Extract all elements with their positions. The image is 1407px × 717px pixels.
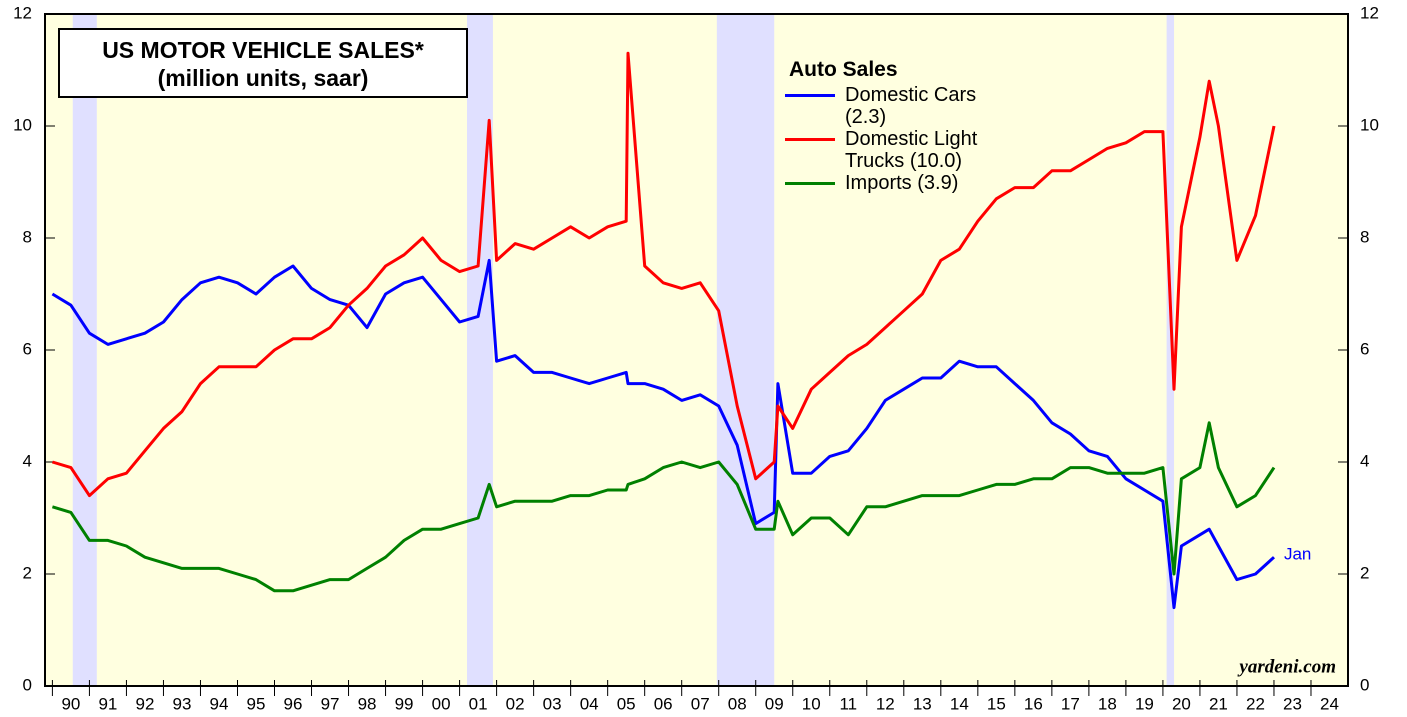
x-tick-label: 97 bbox=[321, 694, 340, 713]
legend-label: Domestic Cars (2.3) bbox=[845, 84, 977, 128]
x-tick-label: 94 bbox=[210, 694, 229, 713]
recession-band bbox=[466, 14, 493, 686]
y-tick-label: 8 bbox=[23, 227, 32, 246]
x-tick-label: 13 bbox=[913, 694, 932, 713]
plot-background bbox=[45, 14, 1348, 686]
source: yardeni.com bbox=[1237, 656, 1336, 677]
y-tick-label: 0 bbox=[23, 675, 32, 694]
legend-swatch bbox=[785, 138, 835, 141]
x-tick-label: 90 bbox=[61, 694, 80, 713]
recession-band bbox=[1166, 14, 1175, 686]
annotation: Jan bbox=[1284, 545, 1311, 564]
x-tick-label: 91 bbox=[98, 694, 117, 713]
y-tick-label: 4 bbox=[23, 451, 32, 470]
legend-item: Imports (3.9) bbox=[785, 172, 1025, 194]
y-tick-label: 12 bbox=[13, 3, 32, 22]
y2-tick-label: 8 bbox=[1360, 227, 1369, 246]
x-tick-label: 98 bbox=[358, 694, 377, 713]
legend: Auto Sales Domestic Cars (2.3) Domestic L… bbox=[785, 58, 1025, 194]
x-tick-label: 19 bbox=[1135, 694, 1154, 713]
x-tick-label: 15 bbox=[987, 694, 1006, 713]
y2-tick-label: 0 bbox=[1360, 675, 1369, 694]
x-tick-label: 06 bbox=[654, 694, 673, 713]
x-tick-label: 95 bbox=[247, 694, 266, 713]
legend-item: Domestic Light Trucks (10.0) bbox=[785, 128, 1025, 172]
y2-tick-label: 4 bbox=[1360, 451, 1369, 470]
x-tick-label: 92 bbox=[135, 694, 154, 713]
x-tick-label: 16 bbox=[1024, 694, 1043, 713]
chart-subtitle: (million units, saar) bbox=[157, 65, 369, 91]
y-tick-label: 6 bbox=[23, 339, 32, 358]
x-tick-label: 17 bbox=[1061, 694, 1080, 713]
x-tick-label: 21 bbox=[1209, 694, 1228, 713]
y2-tick-label: 12 bbox=[1360, 3, 1379, 22]
x-tick-label: 04 bbox=[580, 694, 599, 713]
x-tick-label: 20 bbox=[1172, 694, 1191, 713]
x-tick-label: 03 bbox=[543, 694, 562, 713]
series-line bbox=[51, 51, 1276, 498]
x-tick-label: 11 bbox=[839, 694, 857, 713]
legend-swatch bbox=[785, 94, 835, 97]
legend-swatch bbox=[785, 182, 835, 185]
x-tick-label: 12 bbox=[876, 694, 895, 713]
x-tick-label: 10 bbox=[802, 694, 821, 713]
x-tick-label: 14 bbox=[950, 694, 969, 713]
legend-label: Domestic Light Trucks (10.0) bbox=[845, 128, 978, 172]
y2-tick-label: 6 bbox=[1360, 339, 1369, 358]
legend-label: Imports (3.9) bbox=[845, 172, 959, 194]
x-tick-label: 96 bbox=[284, 694, 303, 713]
legend-title: Auto Sales bbox=[789, 58, 898, 81]
legend-item: Domestic Cars (2.3) bbox=[785, 84, 1025, 128]
x-tick-label: 23 bbox=[1283, 694, 1302, 713]
series-line bbox=[51, 421, 1276, 593]
x-tick-label: 08 bbox=[728, 694, 747, 713]
x-tick-label: 01 bbox=[469, 694, 488, 713]
x-tick-label: 93 bbox=[173, 694, 192, 713]
x-tick-label: 18 bbox=[1098, 694, 1117, 713]
y2-tick-label: 2 bbox=[1360, 563, 1369, 582]
x-tick-label: 00 bbox=[432, 694, 451, 713]
chart-title: US MOTOR VEHICLE SALES* bbox=[102, 37, 424, 63]
plot-frame bbox=[44, 13, 1349, 687]
x-tick-label: 24 bbox=[1320, 694, 1339, 713]
x-tick-label: 99 bbox=[395, 694, 414, 713]
x-tick-label: 09 bbox=[765, 694, 784, 713]
x-tick-label: 22 bbox=[1246, 694, 1265, 713]
x-tick-label: 07 bbox=[691, 694, 710, 713]
x-tick-label: 05 bbox=[617, 694, 636, 713]
recession-band bbox=[72, 14, 97, 686]
y-tick-label: 2 bbox=[23, 563, 32, 582]
y-tick-label: 10 bbox=[13, 115, 32, 134]
x-tick-label: 02 bbox=[506, 694, 525, 713]
y2-tick-label: 10 bbox=[1360, 115, 1379, 134]
title-box: US MOTOR VEHICLE SALES* (million units, … bbox=[58, 28, 468, 98]
series-line bbox=[51, 258, 1276, 610]
